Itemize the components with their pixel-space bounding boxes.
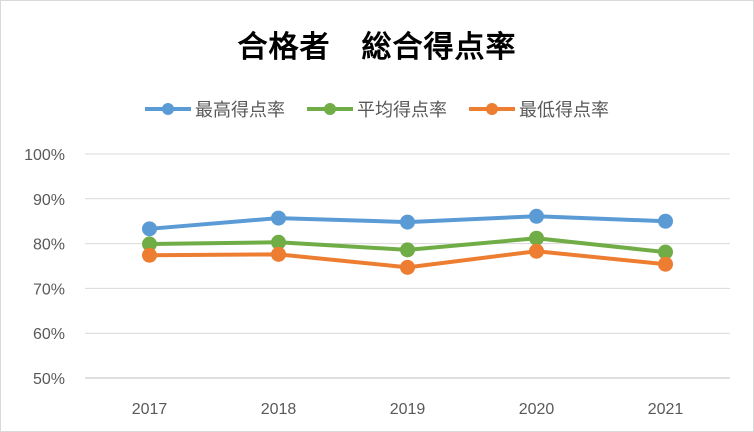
- y-tick-label: 90%: [33, 192, 65, 209]
- data-point: [400, 214, 415, 230]
- data-point: [658, 213, 673, 229]
- data-point: [142, 236, 157, 252]
- data-point: [142, 221, 157, 237]
- y-tick-label: 60%: [33, 326, 65, 343]
- legend-item-avg: 平均得点率: [307, 96, 447, 122]
- legend-item-min: 最低得点率: [469, 96, 609, 122]
- y-tick-label: 100%: [24, 147, 65, 164]
- legend-label-max: 最高得点率: [195, 100, 285, 121]
- legend-label-avg: 平均得点率: [357, 100, 447, 121]
- x-tick-label: 2020: [519, 401, 555, 418]
- y-tick-label: 70%: [33, 281, 65, 298]
- x-tick-label: 2018: [261, 401, 297, 418]
- x-tick-label: 2019: [390, 401, 426, 418]
- legend-marker-avg: [307, 103, 353, 115]
- data-point: [271, 210, 286, 226]
- chart-title: 合格者 総合得点率: [237, 30, 517, 65]
- legend-label-min: 最低得点率: [519, 100, 609, 121]
- legend-marker-max: [145, 103, 191, 115]
- data-point: [271, 234, 286, 250]
- data-point: [529, 243, 544, 259]
- data-point: [529, 230, 544, 246]
- x-tick-label: 2017: [132, 401, 168, 418]
- data-point: [142, 247, 157, 263]
- legend-marker-min: [469, 103, 515, 115]
- data-point: [658, 244, 673, 260]
- data-point: [271, 246, 286, 262]
- data-point: [658, 256, 673, 272]
- legend: 最高得点率 平均得点率 最低得点率: [0, 96, 754, 122]
- data-point: [529, 208, 544, 224]
- data-point: [400, 242, 415, 258]
- y-tick-label: 80%: [33, 237, 65, 254]
- x-tick-label: 2021: [648, 401, 684, 418]
- data-point: [400, 259, 415, 275]
- y-tick-label: 50%: [33, 371, 65, 388]
- legend-item-max: 最高得点率: [145, 96, 285, 122]
